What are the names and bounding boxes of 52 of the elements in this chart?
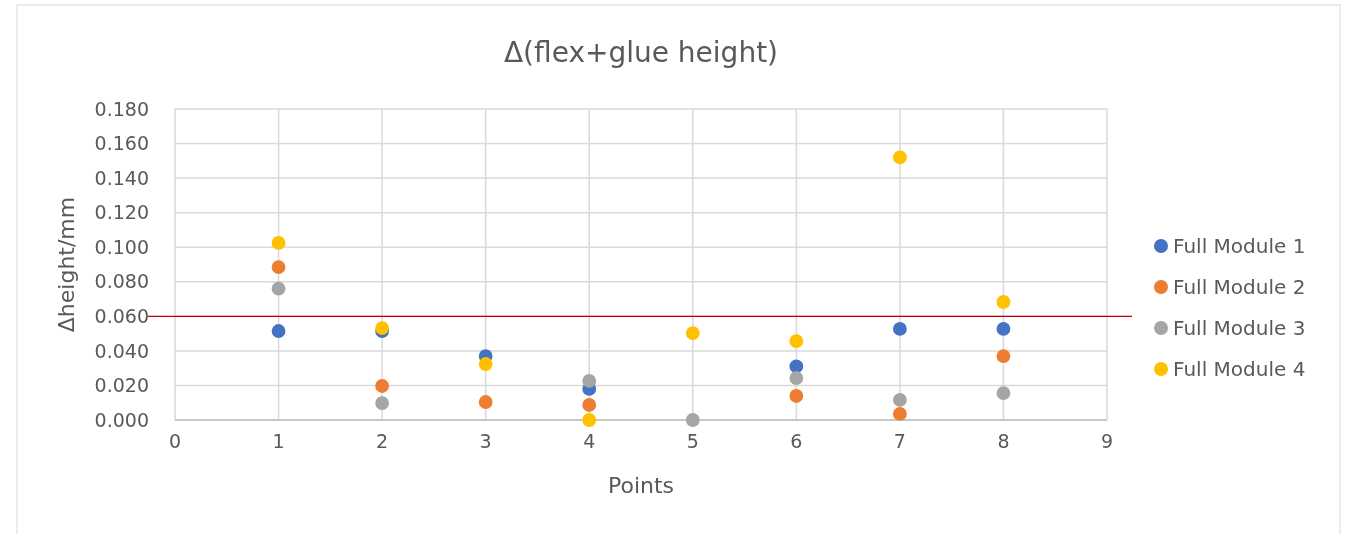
point xyxy=(271,281,286,296)
point xyxy=(789,371,804,385)
point xyxy=(685,326,700,340)
point xyxy=(582,398,597,412)
x-tick-label: 4 xyxy=(583,430,596,452)
x-tick-label: 7 xyxy=(893,430,906,452)
y-tick-label: 0.040 xyxy=(94,339,149,362)
point xyxy=(996,295,1011,309)
x-axis-title: Points xyxy=(607,473,675,498)
point xyxy=(478,357,493,371)
point xyxy=(478,395,493,409)
point xyxy=(271,236,286,250)
x-tick-label: 8 xyxy=(997,430,1010,452)
point xyxy=(375,379,390,393)
legend-label: Full Module 2 xyxy=(1173,275,1306,299)
point xyxy=(996,386,1011,400)
x-tick-label: 2 xyxy=(376,430,389,452)
y-tick-label: 0.140 xyxy=(94,166,149,189)
point xyxy=(892,322,907,336)
y-tick-label: 0.080 xyxy=(94,270,149,293)
x-tick-label: 5 xyxy=(686,430,699,452)
point xyxy=(996,349,1011,363)
legend-label: Full Module 3 xyxy=(1173,316,1306,340)
point xyxy=(789,334,804,348)
point xyxy=(582,374,597,388)
y-tick-label: 0.120 xyxy=(94,201,149,224)
x-tick-label: 1 xyxy=(272,430,285,452)
y-axis-title: Δheight/mm xyxy=(54,196,79,333)
point xyxy=(996,322,1011,336)
point xyxy=(375,396,390,410)
point xyxy=(892,150,907,165)
point xyxy=(789,389,804,403)
y-tick-label: 0.060 xyxy=(94,304,149,327)
legend-label: Full Module 4 xyxy=(1173,357,1306,381)
point xyxy=(271,324,286,338)
y-tick-label: 0.180 xyxy=(94,97,149,120)
point xyxy=(271,260,286,274)
legend-label: Full Module 1 xyxy=(1173,234,1306,258)
y-tick-label: 0.020 xyxy=(94,374,149,397)
chart-title: Δ(flex+glue height) xyxy=(503,36,779,69)
y-tick-label: 0.160 xyxy=(94,132,149,155)
point xyxy=(789,359,804,374)
point xyxy=(685,413,700,427)
point xyxy=(892,407,907,421)
point xyxy=(582,413,597,427)
point xyxy=(892,393,907,407)
x-tick-label: 9 xyxy=(1100,430,1114,452)
y-tick-label: 0.100 xyxy=(94,235,149,258)
x-tick-label: 3 xyxy=(479,430,492,452)
x-tick-label: 6 xyxy=(790,430,803,452)
y-tick-label: 0.000 xyxy=(94,408,149,431)
x-tick-label: 0 xyxy=(168,430,182,452)
